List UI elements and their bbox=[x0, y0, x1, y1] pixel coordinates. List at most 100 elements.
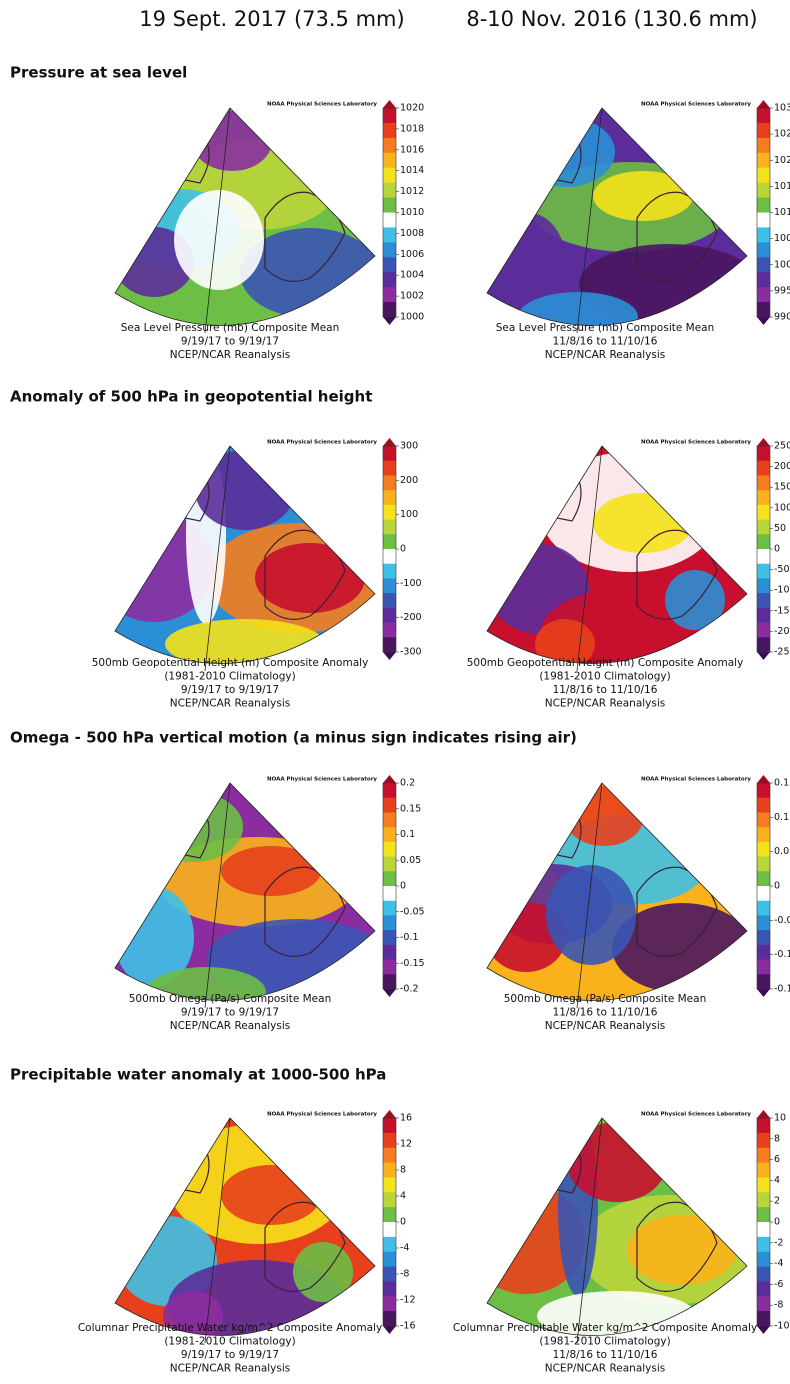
map bbox=[466, 1116, 759, 1348]
colorbar-step bbox=[383, 857, 396, 872]
colorbar-step bbox=[757, 901, 770, 916]
colorbar-label: -10 bbox=[774, 1321, 790, 1332]
colorbar bbox=[757, 775, 770, 997]
colorbar-step bbox=[383, 227, 396, 242]
section-title: Pressure at sea level bbox=[10, 64, 187, 82]
colorbar-label: 200 bbox=[774, 461, 790, 472]
caption-line: 500mb Geopotential Height (m) Composite … bbox=[467, 657, 744, 669]
section-title: Anomaly of 500 hPa in geopotential heigh… bbox=[10, 388, 372, 406]
map bbox=[486, 108, 759, 342]
caption-line: Columnar Precipitable Water kg/m^2 Compo… bbox=[453, 1322, 757, 1334]
colorbar-label: -50 bbox=[774, 564, 790, 575]
colorbar-step bbox=[383, 123, 396, 138]
colorbar-label: 1008 bbox=[400, 228, 424, 239]
colorbar-step bbox=[383, 901, 396, 916]
colorbar-label: 1016 bbox=[400, 144, 424, 155]
caption-line: (1981-2010 Climatology) bbox=[539, 671, 670, 683]
colorbar-label: -2 bbox=[774, 1237, 783, 1248]
colorbar-step bbox=[383, 242, 396, 257]
colorbar-step bbox=[383, 960, 396, 975]
colorbar-end bbox=[757, 989, 770, 997]
colorbar-label: -8 bbox=[774, 1300, 783, 1311]
colorbar-end bbox=[383, 775, 396, 783]
colorbar-step bbox=[383, 108, 396, 123]
colorbar-label: -0.2 bbox=[400, 984, 419, 995]
colorbar-step bbox=[757, 461, 770, 476]
colorbar-label: 1000 bbox=[400, 312, 424, 323]
colorbar-step bbox=[383, 446, 396, 461]
map-contour bbox=[564, 786, 644, 846]
colorbar-step bbox=[383, 257, 396, 272]
colorbar-step bbox=[383, 461, 396, 476]
credit: NOAA Physical Sciences Laboratory bbox=[267, 440, 377, 446]
credit: NOAA Physical Sciences Laboratory bbox=[641, 102, 751, 108]
colorbar-label: 0.1 bbox=[400, 829, 415, 840]
colorbar-step bbox=[757, 123, 770, 138]
colorbar-step bbox=[383, 138, 396, 153]
colorbar-step bbox=[383, 213, 396, 228]
map-contour bbox=[255, 543, 365, 613]
credit: NOAA Physical Sciences Laboratory bbox=[641, 440, 751, 446]
map-contour bbox=[627, 1215, 737, 1285]
caption-line: Sea Level Pressure (mb) Composite Mean bbox=[496, 322, 715, 334]
colorbar-label: 2 bbox=[774, 1196, 780, 1207]
colorbar-step bbox=[383, 871, 396, 886]
caption-line: (1981-2010 Climatology) bbox=[539, 1336, 670, 1348]
colorbar-label: 4 bbox=[400, 1191, 406, 1202]
colorbar-step bbox=[383, 153, 396, 168]
colorbar-step bbox=[757, 593, 770, 608]
credit: NOAA Physical Sciences Laboratory bbox=[641, 1112, 751, 1118]
map bbox=[115, 1118, 375, 1350]
colorbar-step bbox=[757, 915, 770, 930]
colorbar-label: -0.15 bbox=[400, 958, 425, 969]
colorbar-label: -16 bbox=[400, 1321, 416, 1332]
colorbar-step bbox=[757, 213, 770, 228]
colorbar-step bbox=[383, 302, 396, 317]
colorbar-label: 1030 bbox=[774, 103, 790, 114]
map-contour bbox=[593, 493, 693, 553]
colorbar-step bbox=[383, 505, 396, 520]
colorbar-label: 0.1 bbox=[774, 812, 789, 823]
colorbar-step bbox=[383, 1133, 396, 1148]
map bbox=[487, 446, 747, 678]
colorbar-step bbox=[383, 168, 396, 183]
caption-line: Columnar Precipitable Water kg/m^2 Compo… bbox=[78, 1322, 382, 1334]
colorbar-step bbox=[383, 812, 396, 827]
section-title: Precipitable water anomaly at 1000-500 h… bbox=[10, 1066, 386, 1084]
colorbar-label: -100 bbox=[400, 578, 422, 589]
colorbar-label: 1025 bbox=[774, 129, 790, 140]
colorbar-step bbox=[757, 886, 770, 901]
colorbar-label: 0.2 bbox=[400, 778, 415, 789]
colorbar-label: 100 bbox=[400, 509, 418, 520]
caption-line: NCEP/NCAR Reanalysis bbox=[545, 349, 666, 361]
colorbar-step bbox=[383, 549, 396, 564]
colorbar-label: -6 bbox=[774, 1279, 783, 1290]
caption-line: 11/8/16 to 11/10/16 bbox=[553, 336, 658, 348]
column-header: 8-10 Nov. 2016 (130.6 mm) bbox=[466, 7, 757, 31]
map-contour bbox=[195, 450, 295, 530]
colorbar-label: 1020 bbox=[400, 103, 424, 114]
caption-line: NCEP/NCAR Reanalysis bbox=[545, 698, 666, 710]
colorbar-label: 995 bbox=[774, 285, 790, 296]
colorbar-label: 1020 bbox=[774, 155, 790, 166]
colorbar-step bbox=[757, 242, 770, 257]
colorbar-step bbox=[383, 842, 396, 857]
colorbar-label: -0.05 bbox=[774, 915, 790, 926]
caption-line: NCEP/NCAR Reanalysis bbox=[545, 1020, 666, 1032]
colorbar-step bbox=[383, 945, 396, 960]
colorbar-label: 1002 bbox=[400, 291, 424, 302]
colorbar-step bbox=[757, 827, 770, 842]
colorbar-label: 0.15 bbox=[774, 778, 790, 789]
colorbar-label: 1014 bbox=[400, 165, 424, 176]
colorbar-step bbox=[383, 1177, 396, 1192]
colorbar bbox=[383, 1110, 396, 1334]
colorbar-step bbox=[757, 446, 770, 461]
caption-line: 11/8/16 to 11/10/16 bbox=[553, 1349, 658, 1361]
map-contour bbox=[518, 292, 638, 342]
colorbar-step bbox=[383, 534, 396, 549]
colorbar-step bbox=[757, 227, 770, 242]
colorbar-step bbox=[383, 490, 396, 505]
colorbar bbox=[383, 100, 396, 325]
colorbar-label: -4 bbox=[774, 1258, 783, 1269]
